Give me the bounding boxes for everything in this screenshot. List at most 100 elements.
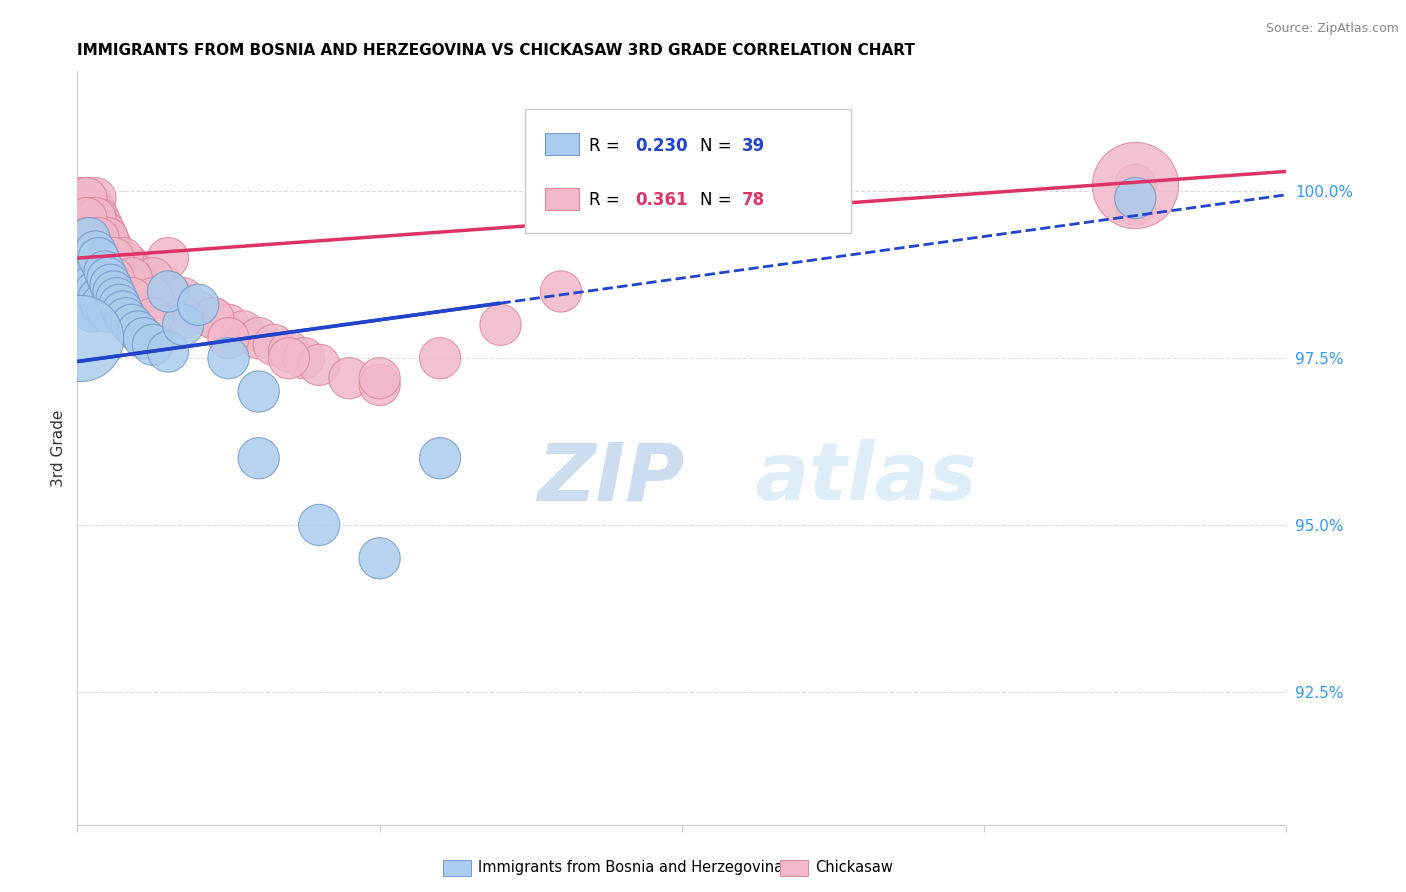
Point — [278, 351, 301, 366]
Point — [96, 271, 118, 285]
Point — [202, 311, 225, 326]
Point — [278, 344, 301, 359]
Point — [103, 251, 125, 265]
Point — [108, 298, 131, 312]
Point — [172, 298, 194, 312]
Point — [1123, 191, 1146, 205]
Point — [82, 251, 104, 265]
Point — [111, 264, 134, 278]
Point — [187, 304, 209, 318]
Point — [84, 211, 107, 226]
Point — [157, 344, 180, 359]
Point — [79, 237, 101, 252]
Point — [292, 351, 315, 366]
Text: Immigrants from Bosnia and Herzegovina: Immigrants from Bosnia and Herzegovina — [478, 861, 783, 875]
Point — [103, 285, 125, 299]
Text: IMMIGRANTS FROM BOSNIA AND HERZEGOVINA VS CHICKASAW 3RD GRADE CORRELATION CHART: IMMIGRANTS FROM BOSNIA AND HERZEGOVINA V… — [77, 43, 915, 58]
Text: 0.230: 0.230 — [634, 136, 688, 154]
Text: N =: N = — [700, 192, 737, 210]
Text: 78: 78 — [742, 192, 765, 210]
Text: 39: 39 — [742, 136, 766, 154]
Point — [247, 331, 270, 345]
Point — [1123, 178, 1146, 192]
Point — [172, 318, 194, 332]
Point — [142, 271, 165, 285]
Point — [121, 271, 143, 285]
Point — [75, 191, 97, 205]
Text: ZIP: ZIP — [537, 440, 685, 517]
Point — [247, 384, 270, 399]
Point — [82, 277, 104, 292]
Point — [69, 331, 91, 345]
Point — [87, 251, 110, 265]
Point — [93, 251, 115, 265]
Point — [96, 231, 118, 245]
Point — [82, 198, 104, 212]
Point — [429, 451, 451, 466]
Point — [72, 251, 94, 265]
Point — [368, 371, 391, 385]
Point — [263, 338, 285, 352]
Point — [84, 244, 107, 259]
Point — [1123, 178, 1146, 192]
Point — [75, 211, 97, 226]
Point — [121, 318, 143, 332]
Point — [82, 224, 104, 238]
Point — [308, 358, 330, 372]
Point — [79, 211, 101, 226]
Point — [172, 311, 194, 326]
Point — [111, 304, 134, 318]
Point — [218, 351, 240, 366]
FancyBboxPatch shape — [524, 109, 851, 234]
Point — [72, 291, 94, 305]
Point — [157, 285, 180, 299]
Point — [84, 285, 107, 299]
Point — [127, 277, 149, 292]
Point — [75, 231, 97, 245]
Point — [1123, 198, 1146, 212]
Point — [105, 251, 128, 265]
Text: Source: ZipAtlas.com: Source: ZipAtlas.com — [1265, 22, 1399, 36]
Point — [108, 258, 131, 272]
Text: 0.361: 0.361 — [634, 192, 688, 210]
Point — [218, 331, 240, 345]
Text: R =: R = — [589, 136, 624, 154]
Point — [90, 244, 112, 259]
Point — [75, 298, 97, 312]
Text: R =: R = — [589, 192, 624, 210]
Point — [87, 231, 110, 245]
Point — [550, 285, 572, 299]
Point — [157, 251, 180, 265]
Point — [218, 318, 240, 332]
Point — [172, 291, 194, 305]
Point — [150, 277, 173, 292]
Point — [96, 258, 118, 272]
Point — [84, 204, 107, 219]
Point — [79, 271, 101, 285]
Point — [75, 191, 97, 205]
Y-axis label: 3rd Grade: 3rd Grade — [51, 409, 66, 487]
Text: N =: N = — [700, 136, 737, 154]
Point — [121, 291, 143, 305]
FancyBboxPatch shape — [546, 133, 579, 155]
Point — [142, 338, 165, 352]
Point — [69, 191, 91, 205]
Point — [114, 271, 136, 285]
Point — [103, 271, 125, 285]
Point — [121, 264, 143, 278]
Point — [337, 371, 360, 385]
Point — [202, 311, 225, 326]
Point — [72, 198, 94, 212]
Point — [124, 271, 146, 285]
Point — [100, 237, 122, 252]
Point — [247, 451, 270, 466]
Point — [105, 291, 128, 305]
Point — [489, 318, 512, 332]
Point — [96, 304, 118, 318]
Point — [75, 231, 97, 245]
Point — [84, 191, 107, 205]
Point — [100, 277, 122, 292]
Point — [72, 258, 94, 272]
Point — [118, 258, 141, 272]
Text: Chickasaw: Chickasaw — [815, 861, 893, 875]
